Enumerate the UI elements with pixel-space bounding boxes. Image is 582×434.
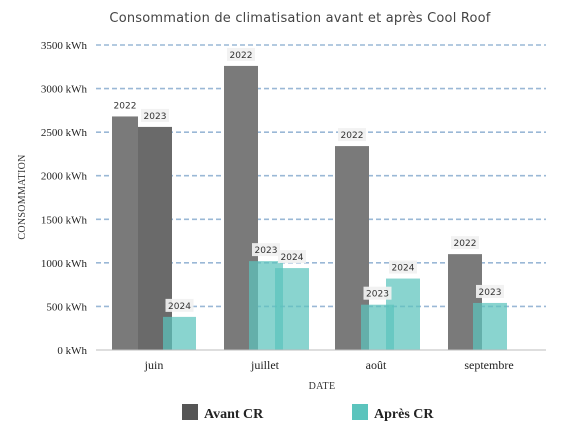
legend-label: Avant CR: [204, 407, 264, 422]
y-tick-label: 1000 kWh: [41, 258, 88, 270]
y-tick-label: 1500 kWh: [41, 214, 88, 226]
data-label: 2023: [479, 288, 502, 298]
data-label: 2022: [341, 131, 364, 141]
y-tick-label: 3000 kWh: [41, 84, 88, 96]
y-tick-label: 2500 kWh: [41, 127, 88, 139]
bar-juin-2023: [138, 126, 172, 351]
data-label-box: [141, 108, 169, 122]
data-label: 2022: [114, 101, 137, 111]
data-label-box: [451, 236, 479, 250]
data-label-box: [338, 128, 366, 142]
data-label-box: [278, 250, 306, 264]
y-tick-label: 3500 kWh: [41, 40, 88, 52]
bar-août-2024: [386, 278, 420, 350]
y-axis-ticks: 0 kWh 500 kWh 1000 kWh 1500 kWh 2000 kWh 2500…: [41, 40, 88, 357]
x-tick-label: juillet: [250, 358, 280, 372]
legend-label: Après CR: [374, 407, 434, 422]
y-axis-label: CONSOMMATION: [17, 154, 28, 239]
data-label: 2022: [230, 51, 253, 61]
data-label-box: [389, 260, 417, 274]
data-label-box: [165, 298, 194, 312]
data-label: 2023: [255, 246, 278, 256]
x-tick-label: septembre: [464, 358, 513, 372]
bars: 2022202320242022202320242022202320242022…: [112, 47, 507, 351]
x-tick-label: août: [366, 358, 387, 372]
data-label: 2024: [392, 264, 415, 274]
data-label-box: [476, 284, 504, 298]
chart-title: Consommation de climatisation avant et a…: [109, 11, 490, 26]
x-axis-ticks: juin juillet août septembre: [144, 358, 514, 372]
x-axis-label: DATE: [309, 381, 336, 392]
y-tick-label: 2000 kWh: [41, 171, 88, 183]
data-label: 2023: [366, 290, 389, 300]
data-label-box: [252, 243, 280, 257]
data-label-box: [227, 47, 255, 61]
data-label: 2024: [281, 253, 304, 263]
legend-swatch: [182, 404, 198, 420]
x-tick-label: juin: [144, 358, 164, 372]
legend: Avant CR Après CR: [182, 404, 434, 422]
y-tick-label: 0 kWh: [57, 345, 87, 357]
data-label: 2022: [454, 239, 477, 249]
bar-juin-2024: [163, 316, 196, 350]
legend-swatch: [352, 404, 368, 420]
data-label: 2023: [144, 112, 167, 122]
bar-juin-2022: [112, 116, 138, 350]
bar-juillet-2024: [275, 268, 309, 350]
bar-septembre-2023: [473, 302, 507, 350]
y-tick-label: 500 kWh: [46, 301, 87, 313]
data-label: 2024: [168, 302, 191, 312]
data-label-box: [363, 286, 392, 300]
